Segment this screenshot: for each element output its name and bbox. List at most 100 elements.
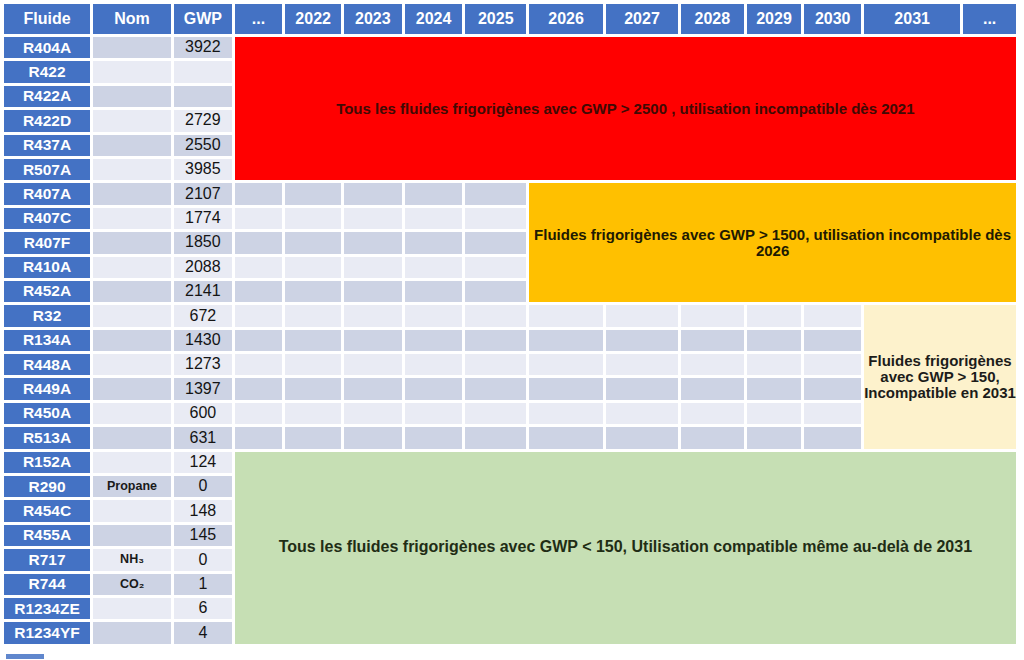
year-cell xyxy=(285,208,341,229)
gwp-cell: 148 xyxy=(174,500,232,521)
year-cell xyxy=(804,354,861,375)
year-cell xyxy=(804,378,861,399)
year-cell xyxy=(747,305,802,326)
gwp-cell: 1397 xyxy=(174,378,232,399)
gwp-cell: 2141 xyxy=(174,281,232,302)
fluide-cell: R1234ZE xyxy=(4,598,90,619)
column-header-ellipsis-14: ... xyxy=(963,4,1016,34)
gwp-compatibility-chart: FluideNomGWP...2022202320242025202620272… xyxy=(0,0,1024,660)
year-cell xyxy=(405,305,463,326)
fluide-cell: R290 xyxy=(4,476,90,497)
year-cell xyxy=(285,257,341,278)
year-cell xyxy=(235,232,283,253)
year-cell xyxy=(465,354,526,375)
year-cell xyxy=(285,354,341,375)
fluide-cell: R448A xyxy=(4,354,90,375)
gwp-cell xyxy=(174,61,232,82)
fluide-cell: R422D xyxy=(4,110,90,131)
year-cell xyxy=(747,378,802,399)
table-header-row: FluideNomGWP...2022202320242025202620272… xyxy=(4,4,1016,34)
year-cell xyxy=(465,330,526,351)
nom-cell xyxy=(93,330,171,351)
gwp-cell: 2550 xyxy=(174,135,232,156)
year-cell xyxy=(344,232,402,253)
year-cell xyxy=(405,281,463,302)
year-cell xyxy=(344,403,402,424)
fluide-cell: R407F xyxy=(4,232,90,253)
nom-cell xyxy=(93,232,171,253)
gwp-cell: 145 xyxy=(174,525,232,546)
year-cell xyxy=(465,403,526,424)
fluide-cell: R404A xyxy=(4,37,90,58)
column-header-fluide: Fluide xyxy=(4,4,90,34)
year-cell xyxy=(465,257,526,278)
year-cell xyxy=(405,354,463,375)
zone-orange-annotation: Fluides frigorigènes avec GWP > 1500, ut… xyxy=(529,183,1016,302)
nom-cell: CO₂ xyxy=(93,574,171,595)
year-cell xyxy=(529,427,603,448)
year-cell xyxy=(235,257,283,278)
year-cell xyxy=(344,427,402,448)
nom-cell xyxy=(93,208,171,229)
gwp-cell: 1774 xyxy=(174,208,232,229)
year-cell xyxy=(405,330,463,351)
year-cell xyxy=(285,232,341,253)
fluide-cell: R744 xyxy=(4,574,90,595)
column-header-ellipsis-3: ... xyxy=(235,4,283,34)
year-cell xyxy=(344,354,402,375)
gwp-cell: 1 xyxy=(174,574,232,595)
column-header-2028: 2028 xyxy=(681,4,744,34)
gwp-cell: 0 xyxy=(174,549,232,570)
fluide-cell: R422 xyxy=(4,61,90,82)
gwp-table: FluideNomGWP...2022202320242025202620272… xyxy=(1,1,1019,647)
column-header-2027: 2027 xyxy=(606,4,678,34)
year-cell xyxy=(235,330,283,351)
gwp-cell: 2107 xyxy=(174,183,232,204)
year-cell xyxy=(235,183,283,204)
year-cell xyxy=(529,403,603,424)
nom-cell xyxy=(93,37,171,58)
fluide-cell: R134A xyxy=(4,330,90,351)
nom-cell xyxy=(93,257,171,278)
gwp-cell: 1273 xyxy=(174,354,232,375)
year-cell xyxy=(405,378,463,399)
fluide-cell: R513A xyxy=(4,427,90,448)
nom-cell xyxy=(93,500,171,521)
column-header-2031: 2031 xyxy=(864,4,960,34)
nom-cell xyxy=(93,378,171,399)
year-cell xyxy=(344,281,402,302)
year-cell xyxy=(235,208,283,229)
nom-cell xyxy=(93,86,171,107)
gwp-cell: 2729 xyxy=(174,110,232,131)
fluide-cell: R407C xyxy=(4,208,90,229)
gwp-cell: 3922 xyxy=(174,37,232,58)
column-header-2026: 2026 xyxy=(529,4,603,34)
year-cell xyxy=(804,427,861,448)
zone-cream-annotation: Fluides frigorigènes avec GWP > 150, Inc… xyxy=(864,305,1016,448)
gwp-cell: 1850 xyxy=(174,232,232,253)
fluide-cell: R450A xyxy=(4,403,90,424)
column-header-2022: 2022 xyxy=(285,4,341,34)
fluide-cell: R407A xyxy=(4,183,90,204)
table-row: R152A124Tous les fluides frigorigènes av… xyxy=(4,452,1016,473)
table-row: R404A3922Tous les fluides frigorigènes a… xyxy=(4,37,1016,58)
year-cell xyxy=(681,305,744,326)
column-header-nom: Nom xyxy=(93,4,171,34)
nom-cell: Propane xyxy=(93,476,171,497)
year-cell xyxy=(681,403,744,424)
year-cell xyxy=(285,305,341,326)
year-cell xyxy=(405,183,463,204)
year-cell xyxy=(747,427,802,448)
nom-cell xyxy=(93,354,171,375)
year-cell xyxy=(235,281,283,302)
table-row: R32672Fluides frigorigènes avec GWP > 15… xyxy=(4,305,1016,326)
year-cell xyxy=(285,281,341,302)
gwp-cell: 4 xyxy=(174,622,232,643)
gwp-cell: 1430 xyxy=(174,330,232,351)
year-cell xyxy=(235,378,283,399)
year-cell xyxy=(529,354,603,375)
nom-cell xyxy=(93,281,171,302)
year-cell xyxy=(465,427,526,448)
year-cell xyxy=(465,183,526,204)
gwp-cell: 3985 xyxy=(174,159,232,180)
